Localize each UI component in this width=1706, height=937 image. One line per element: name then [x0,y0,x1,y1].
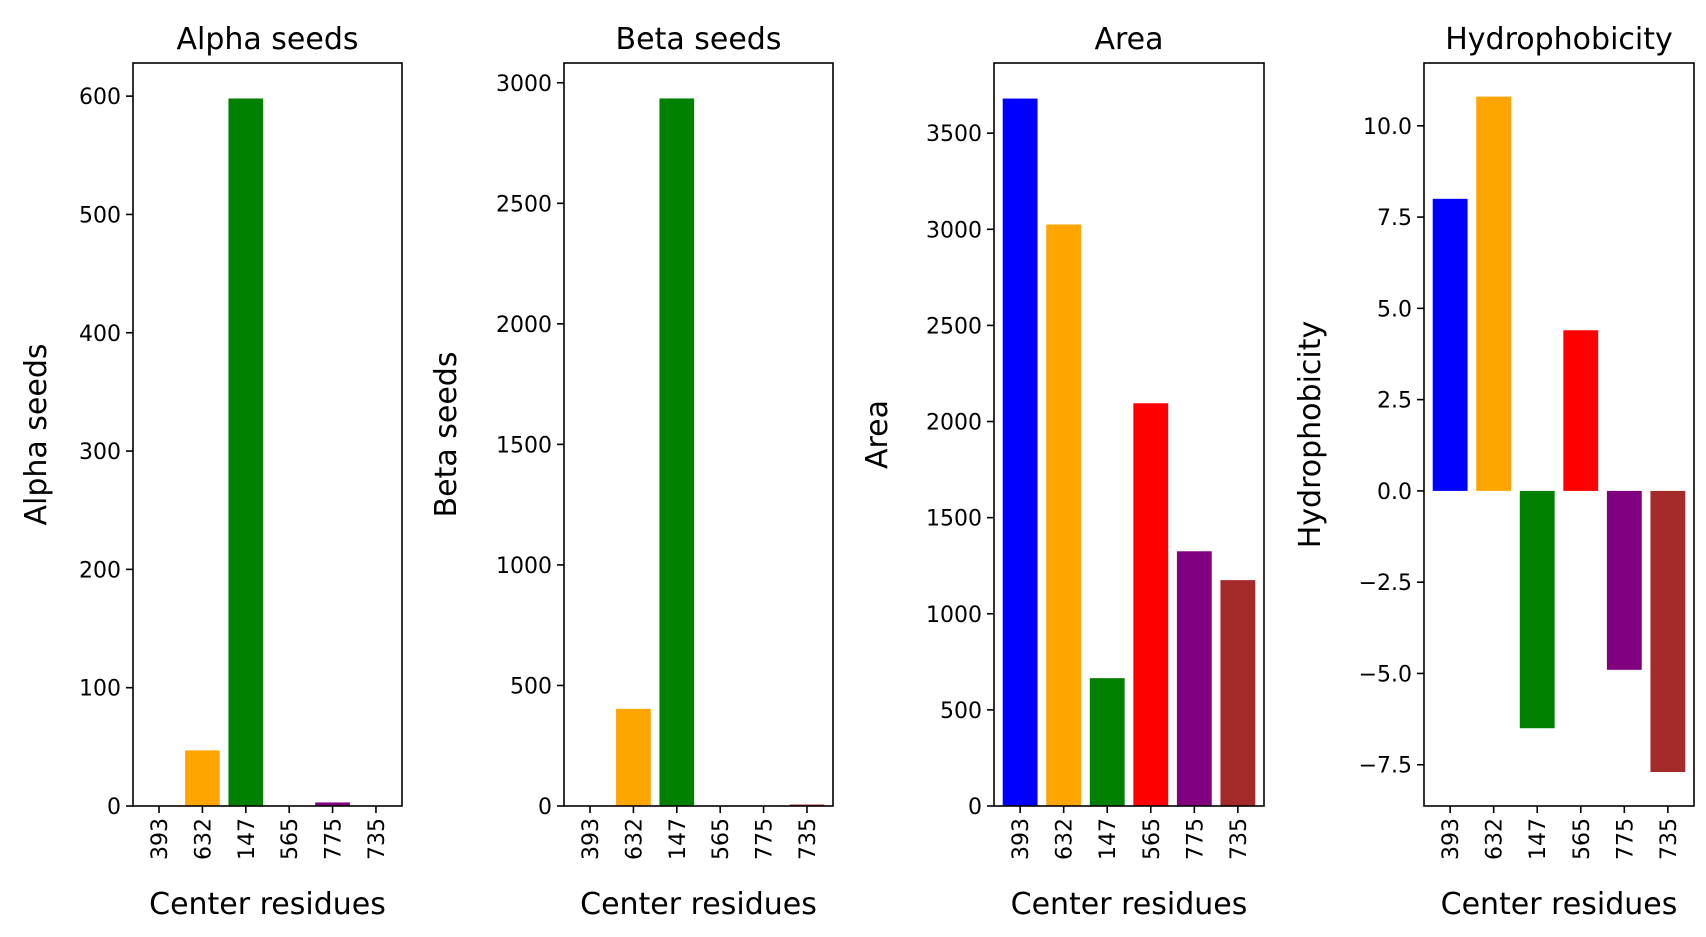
x-tick-label-area: 147 [1096,818,1121,860]
panel-title-beta-seeds: Beta seeds [616,22,782,57]
bar-alpha-seeds-775 [315,802,350,806]
y-tick-label-area: 1500 [926,507,982,532]
y-tick-label-beta-seeds: 2500 [496,192,552,217]
y-tick-label-beta-seeds: 0 [538,795,552,820]
bar-hydrophobicity-775 [1606,490,1642,670]
x-tick-label-beta-seeds: 565 [709,818,734,860]
x-axis-label-area: Center residues [1011,887,1248,922]
y-tick-label-area: 3500 [926,122,982,147]
y-tick-label-hydrophobicity: 5.0 [1377,297,1412,322]
y-tick-label-beta-seeds: 3000 [496,72,552,97]
axes-frame-hydrophobicity [1423,62,1695,807]
x-axis-label-hydrophobicity: Center residues [1441,887,1678,922]
x-tick-label-hydrophobicity: 393 [1439,818,1464,860]
y-axis-label-alpha-seeds: Alpha seeds [19,343,54,525]
x-axis-label-alpha-seeds: Center residues [149,887,386,922]
bar-hydrophobicity-147 [1519,490,1555,729]
x-tick-label-area: 393 [1009,818,1034,860]
x-tick-label-area: 735 [1227,818,1252,860]
x-tick-label-beta-seeds: 393 [579,818,604,860]
axes-frame-alpha-seeds [132,62,403,807]
y-tick-label-hydrophobicity: 2.5 [1377,389,1412,414]
x-tick-label-beta-seeds: 632 [622,818,647,860]
x-tick-label-alpha-seeds: 147 [235,818,260,860]
y-tick-label-alpha-seeds: 100 [79,677,121,702]
panel-area: 0 500 1000 1500 2000 2500 3000 3500 393 632 147 565… [860,22,1265,922]
y-tick-label-hydrophobicity: 7.5 [1377,206,1412,231]
y-tick-label-area: 3000 [926,218,982,243]
y-tick-label-area: 1000 [926,603,982,628]
y-tick-label-alpha-seeds: 400 [79,322,121,347]
y-tick-label-area: 2000 [926,411,982,436]
x-tick-label-area: 565 [1140,818,1165,860]
panel-beta-seeds: 0 500 1000 1500 2000 2500 3000 393 632 147 565 775 7… [429,22,834,922]
y-tick-label-beta-seeds: 1500 [496,433,552,458]
bar-beta-seeds-632 [616,708,651,806]
y-tick-label-area: 2500 [926,314,982,339]
y-tick-label-hydrophobicity: 10.0 [1363,115,1412,140]
bar-alpha-seeds-147 [228,98,264,807]
y-tick-label-area: 0 [968,795,982,820]
x-tick-label-alpha-seeds: 632 [191,818,216,860]
x-tick-label-alpha-seeds: 565 [278,818,303,860]
x-tick-label-beta-seeds: 775 [753,818,778,860]
x-tick-label-alpha-seeds: 735 [365,818,390,860]
y-tick-label-beta-seeds: 1000 [496,554,552,579]
x-tick-label-hydrophobicity: 735 [1657,818,1682,860]
panel-title-hydrophobicity: Hydrophobicity [1445,22,1673,57]
bar-area-775 [1176,551,1212,806]
y-tick-label-hydrophobicity: −2.5 [1359,571,1412,596]
panel-title-alpha-seeds: Alpha seeds [176,22,358,57]
y-tick-label-beta-seeds: 2000 [496,313,552,338]
panel-title-area: Area [1094,22,1163,57]
bar-area-565 [1133,403,1169,806]
axes-frame-beta-seeds [563,62,834,807]
bar-area-393 [1002,98,1038,806]
x-tick-label-area: 775 [1183,818,1208,860]
y-tick-label-beta-seeds: 500 [510,674,552,699]
x-tick-label-beta-seeds: 147 [666,818,691,860]
y-tick-label-alpha-seeds: 300 [79,440,121,465]
x-tick-label-area: 632 [1053,818,1078,860]
x-tick-label-beta-seeds: 735 [796,818,821,860]
x-tick-label-hydrophobicity: 147 [1526,818,1551,860]
bar-hydrophobicity-393 [1432,198,1468,491]
axes-frame-area [993,62,1265,807]
y-tick-label-hydrophobicity: −7.5 [1359,754,1412,779]
y-tick-label-hydrophobicity: 0.0 [1377,480,1412,505]
x-tick-label-hydrophobicity: 632 [1483,818,1508,860]
bar-area-632 [1046,224,1082,807]
y-axis-label-hydrophobicity: Hydrophobicity [1293,321,1328,549]
x-tick-label-alpha-seeds: 775 [322,818,347,860]
bar-area-147 [1089,678,1125,806]
bar-beta-seeds-147 [659,98,695,806]
x-tick-label-hydrophobicity: 565 [1570,818,1595,860]
y-tick-label-alpha-seeds: 200 [79,558,121,583]
y-tick-label-alpha-seeds: 0 [107,795,121,820]
y-tick-label-alpha-seeds: 600 [79,85,121,110]
y-axis-label-beta-seeds: Beta seeds [429,352,464,518]
bar-hydrophobicity-565 [1563,330,1599,491]
y-tick-label-area: 500 [940,699,982,724]
x-tick-label-alpha-seeds: 393 [148,818,173,860]
bar-hydrophobicity-632 [1476,96,1512,491]
bar-hydrophobicity-735 [1650,490,1686,773]
x-tick-label-hydrophobicity: 775 [1613,818,1638,860]
panel-hydrophobicity: −7.5 −5.0 −2.5 0.0 2.5 5.0 7.5 10.0 393 632 147 565… [1293,22,1695,922]
bar-area-735 [1220,580,1256,806]
y-axis-label-area: Area [860,400,895,469]
x-axis-label-beta-seeds: Center residues [580,887,817,922]
y-tick-label-alpha-seeds: 500 [79,203,121,228]
y-tick-label-hydrophobicity: −5.0 [1359,662,1412,687]
panel-alpha-seeds: 0 100 200 300 400 500 600 393 632 147 565 775 735 Alp… [19,22,403,922]
bar-alpha-seeds-632 [185,750,220,806]
